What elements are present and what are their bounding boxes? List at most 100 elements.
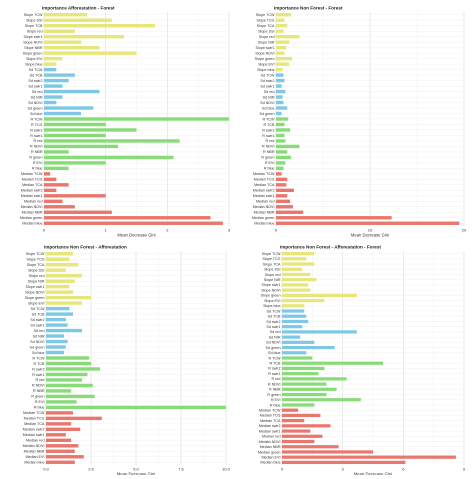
category-label: Median red — [26, 439, 44, 443]
bar — [44, 128, 137, 132]
bar — [282, 439, 315, 444]
category-label: Median TCA — [260, 419, 281, 423]
chart-svg: Importance Non Forest - Afforestation Slo… — [23, 245, 231, 476]
category-label: Sd red — [264, 90, 275, 94]
category-label: Median TCW — [253, 172, 275, 176]
bar — [282, 424, 331, 428]
bar — [46, 427, 81, 432]
bar — [44, 34, 125, 39]
category-label: R swir2 — [30, 128, 42, 132]
bar — [46, 273, 82, 278]
bar — [46, 460, 75, 464]
category-label: R swir2 — [268, 367, 280, 371]
bar — [46, 317, 66, 322]
category-label: Median NBR — [24, 450, 45, 454]
category-label: Slope TCW — [256, 13, 275, 17]
x-tick-label: 20 — [462, 228, 467, 233]
category-label: Sd blue — [268, 351, 281, 355]
category-label: Median TCG — [24, 417, 45, 421]
category-label: Sd swir1 — [28, 84, 42, 88]
bar — [46, 400, 77, 404]
category-label: Median red — [24, 200, 42, 204]
bar — [282, 340, 315, 344]
category-label: Slope TCG — [256, 19, 274, 23]
category-label: Sd NIR — [33, 334, 45, 338]
bar — [46, 312, 73, 316]
chart-svg: Importance Afforestation - Forest Slope T… — [20, 6, 231, 238]
category-label: R blue — [34, 406, 45, 410]
category-label: R NDVI — [30, 145, 43, 149]
category-label: Slope NIR — [258, 40, 275, 44]
bar — [44, 166, 69, 171]
bar — [46, 383, 93, 388]
category-label: R red — [271, 377, 280, 381]
category-label: Sd NIR — [269, 335, 281, 339]
category-label: Slope SSI — [258, 30, 274, 34]
bar — [276, 150, 288, 154]
category-label: R blue — [270, 403, 281, 407]
category-label: Slope swir1 — [23, 35, 42, 39]
bar — [276, 13, 292, 17]
bar — [276, 67, 283, 72]
category-label: Slope NDVI — [23, 40, 42, 44]
category-label: Median green — [20, 216, 43, 220]
bar — [44, 117, 229, 121]
bar — [44, 73, 75, 77]
bar — [44, 210, 112, 214]
category-label: R green — [29, 156, 42, 160]
category-label: Slope SSI — [26, 19, 42, 23]
bar — [276, 155, 292, 160]
bar — [44, 177, 57, 182]
bar — [46, 306, 70, 311]
category-label: Median swir1 — [259, 429, 281, 433]
bar — [44, 194, 106, 198]
category-label: Slope blue — [257, 68, 274, 72]
bar — [282, 366, 325, 371]
bar — [46, 350, 64, 355]
category-label: Slope TCW — [24, 13, 43, 17]
bar — [276, 62, 290, 66]
bar — [44, 106, 94, 110]
bar — [282, 398, 361, 402]
bar — [44, 40, 81, 44]
bar — [276, 73, 284, 77]
category-label: Median NDVI — [23, 444, 45, 448]
category-label: Sd swir2 — [266, 320, 280, 324]
bar — [46, 328, 82, 333]
category-label: Median EVI — [25, 455, 44, 459]
category-label: Slope TCG — [262, 257, 280, 261]
chart-nonforest-afforestation: Importance Non Forest - Afforestation Slo… — [4, 243, 233, 475]
category-label: Median swir1 — [21, 194, 43, 198]
bar — [276, 40, 290, 44]
category-label: Sd TCB — [32, 312, 45, 316]
bar — [282, 450, 373, 454]
bar — [44, 188, 57, 193]
bar — [276, 122, 285, 127]
category-label: R swir1 — [32, 373, 44, 377]
x-tick-label: 3 — [228, 228, 231, 233]
bar — [46, 378, 82, 382]
category-label: R red — [35, 378, 44, 382]
bar — [46, 455, 84, 459]
category-label: Slope blue — [263, 304, 280, 308]
category-label: R blue — [32, 167, 43, 171]
category-label: R TCW — [268, 356, 281, 360]
bar — [276, 78, 285, 83]
bar — [282, 293, 357, 297]
category-label: Median NDVI — [253, 205, 275, 209]
bar — [276, 188, 294, 193]
bar — [276, 84, 282, 88]
category-label: Median swir2 — [23, 428, 45, 432]
bar — [282, 460, 406, 465]
bar — [276, 34, 300, 39]
category-label: Slope green — [23, 51, 43, 55]
bar — [46, 433, 66, 437]
x-tick-label: 10.0 — [222, 467, 231, 472]
category-label: Slope NIR — [28, 279, 45, 283]
bar — [276, 144, 300, 149]
category-label: R swir1 — [30, 134, 42, 138]
category-label: R NDVI — [32, 384, 45, 388]
category-label: R NDVI — [268, 382, 281, 386]
bar — [276, 205, 293, 209]
bar — [282, 361, 384, 365]
